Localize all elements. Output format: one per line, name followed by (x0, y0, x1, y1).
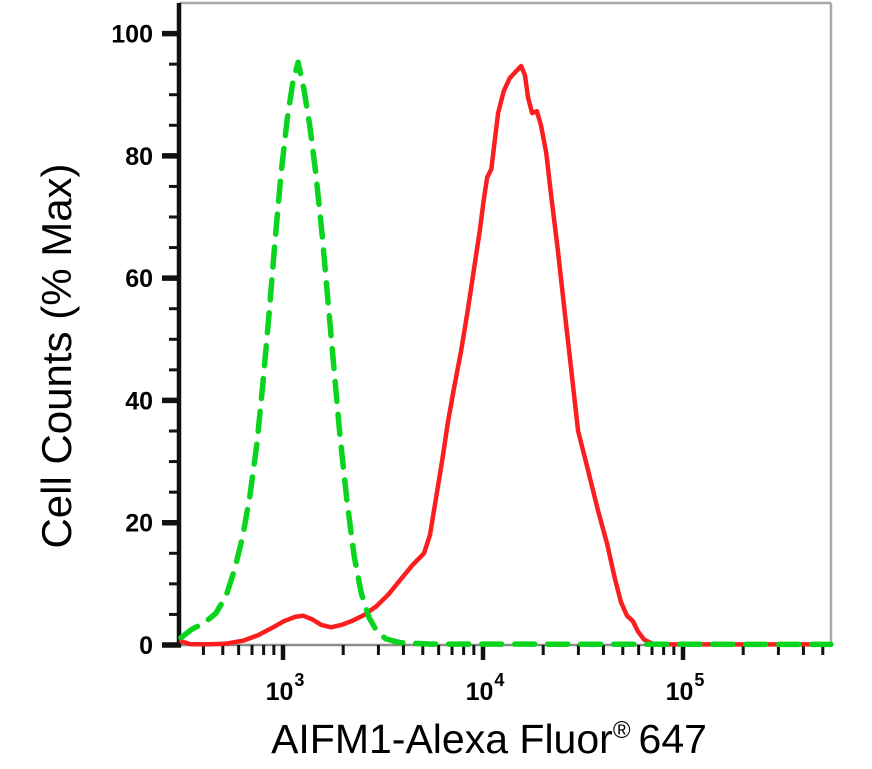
y-tick-label: 40 (125, 387, 153, 415)
y-tick-label: 0 (139, 632, 153, 660)
y-tick-label: 80 (125, 143, 153, 171)
plot-frame (176, 1, 833, 647)
red-solid-curve (178, 63, 834, 647)
x-tick-label: 104 (466, 670, 505, 706)
y-axis-ticks: 0 20 40 60 80 100 (111, 21, 181, 660)
y-axis-title: Cell Counts (% Max) (33, 163, 81, 548)
registered-trademark-icon: ® (612, 717, 631, 744)
y-tick-label: 60 (125, 265, 153, 293)
x-tick-label: 103 (266, 670, 305, 706)
x-axis-title-text: AIFM1-Alexa Fluor (271, 716, 613, 762)
y-tick-label: 100 (111, 21, 153, 49)
y-axis-title-text: Cell Counts (% Max) (33, 163, 80, 549)
x-axis-title: AIFM1-Alexa Fluor® 647 (139, 716, 839, 763)
x-axis-ticks: 103 104 105 (201, 645, 825, 706)
x-tick-label: 105 (666, 670, 705, 706)
y-tick-label: 20 (125, 510, 153, 538)
green-dashed-curve (178, 59, 834, 648)
x-axis-title-suffix: 647 (638, 716, 707, 762)
